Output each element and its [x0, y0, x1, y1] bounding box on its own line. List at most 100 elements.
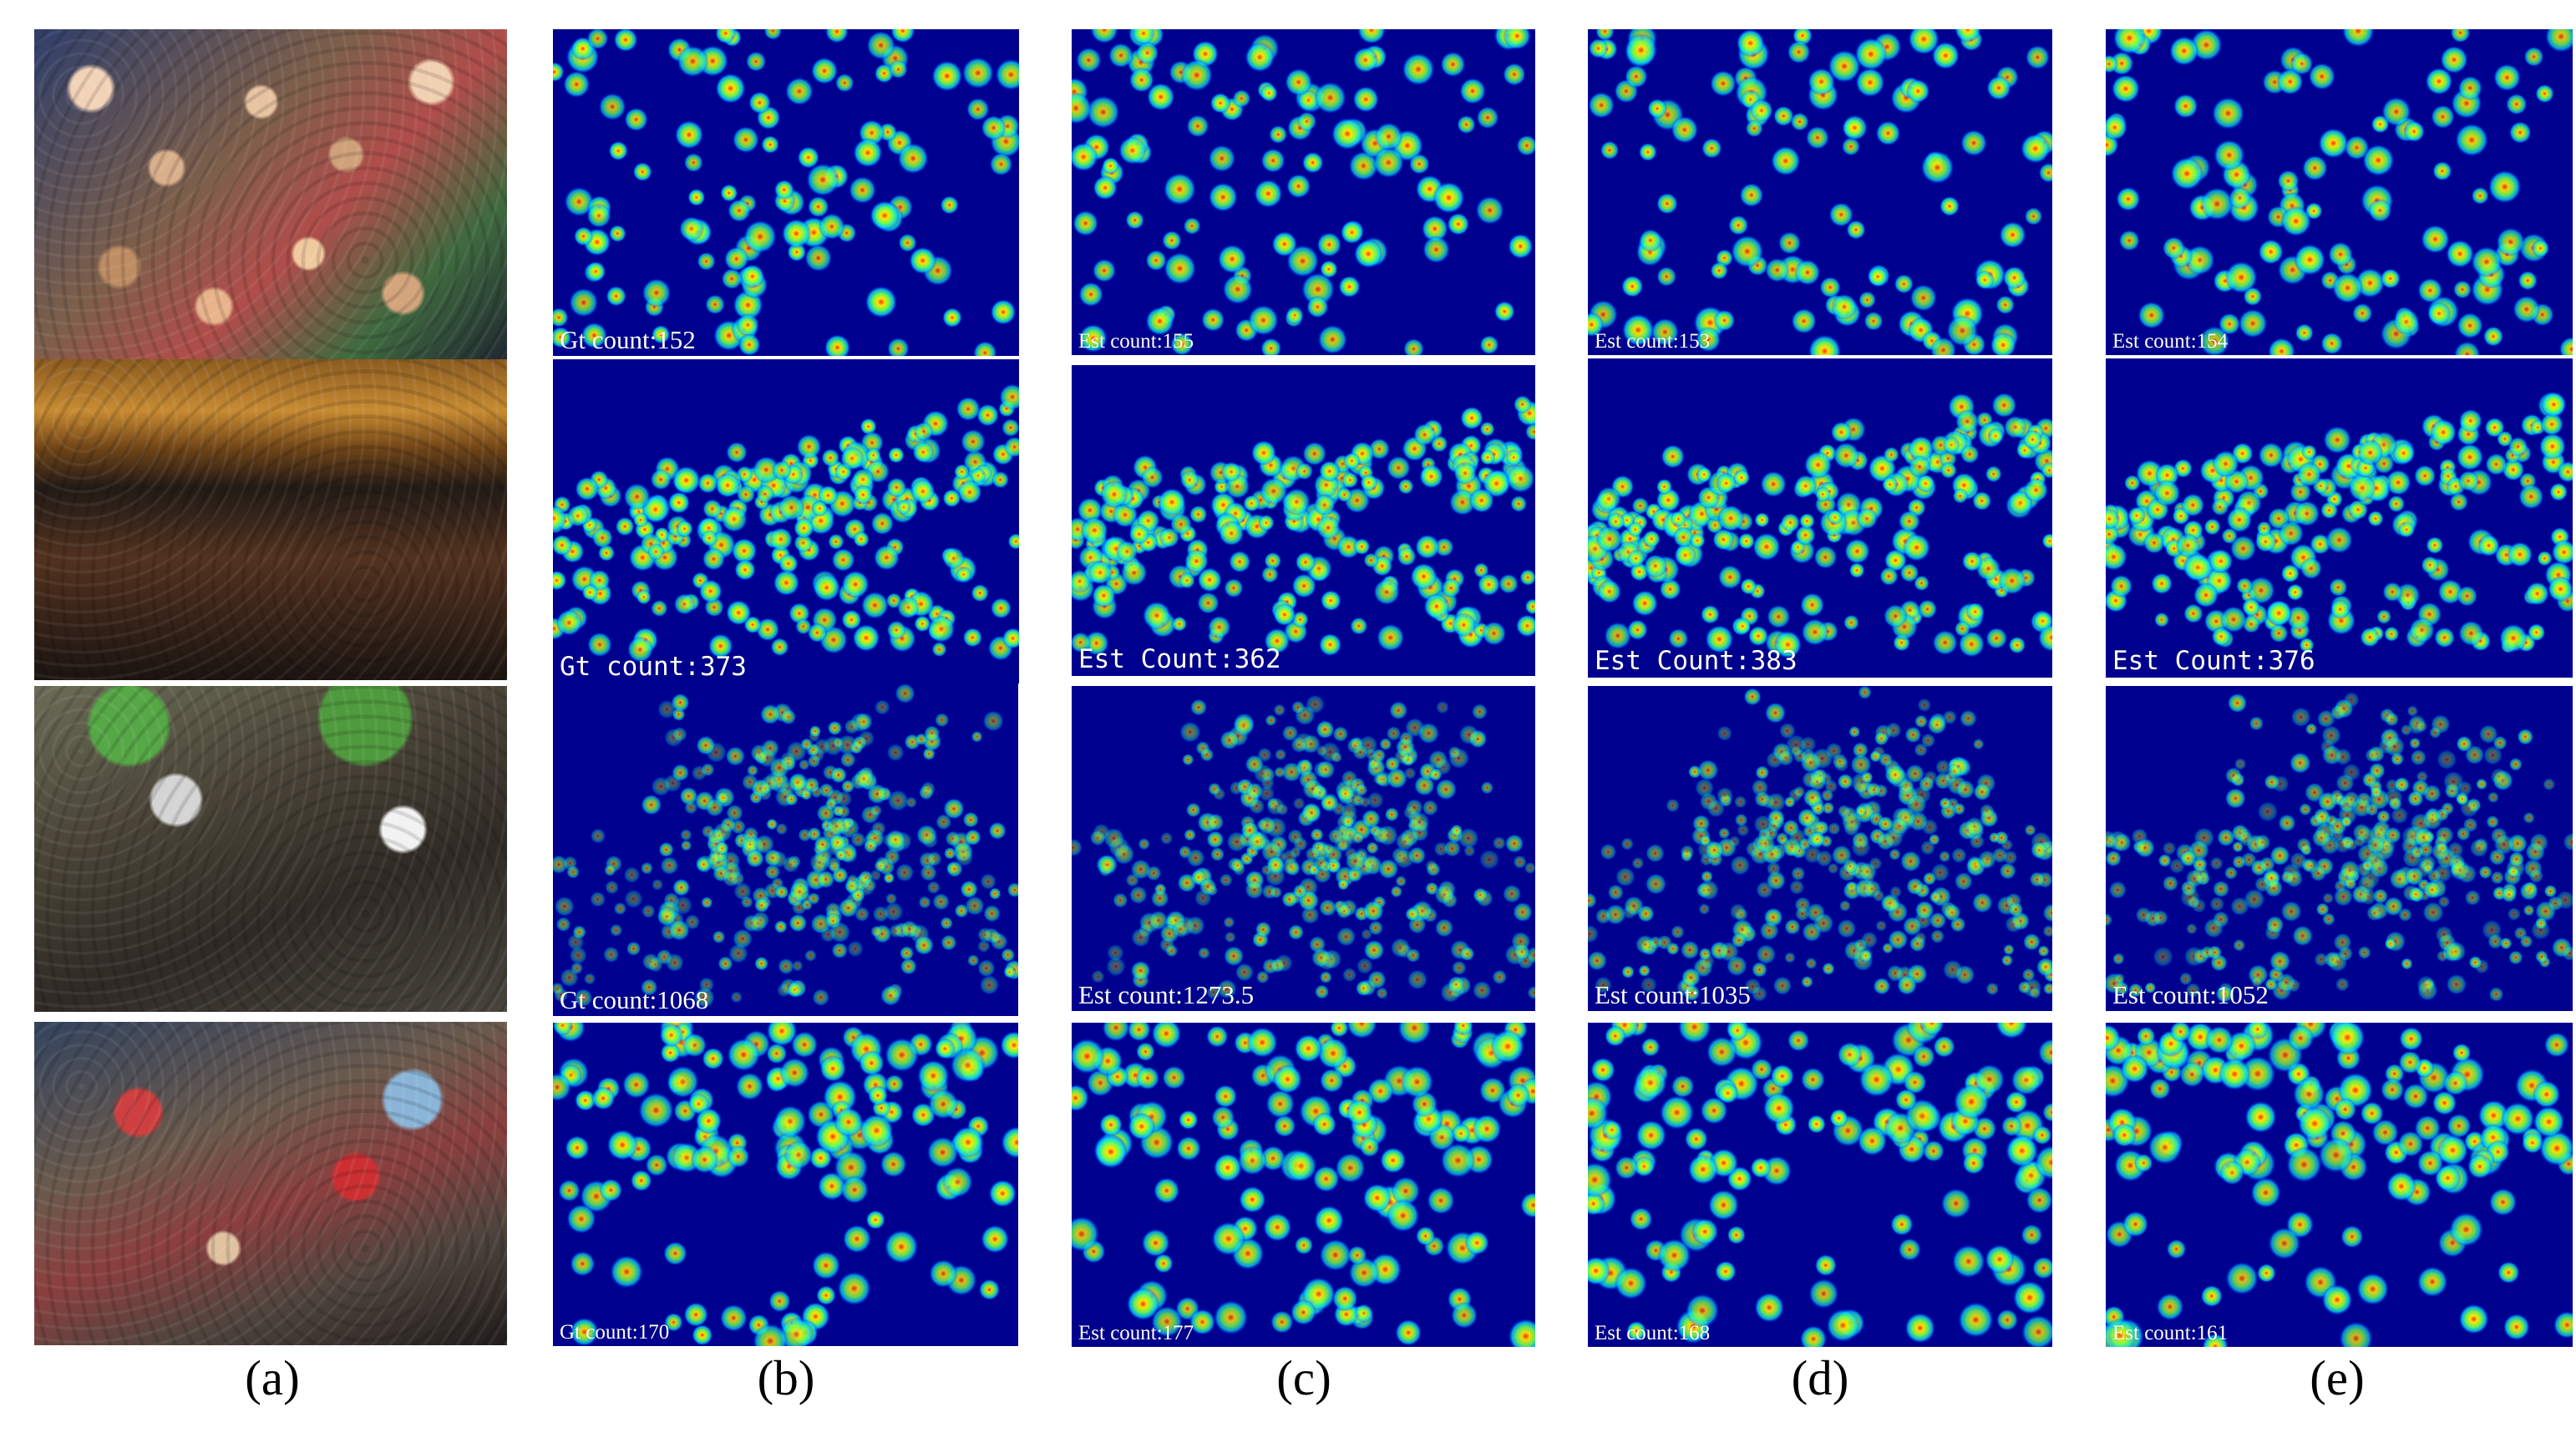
density-spot: [2458, 1303, 2489, 1335]
density-spot: [923, 725, 941, 742]
density-spot: [2531, 239, 2550, 257]
crowd-photo-texture: [34, 359, 507, 680]
density-spot: [2258, 239, 2284, 265]
density-spot: [1313, 855, 1330, 871]
density-spot: [841, 609, 862, 630]
density-spot: [2025, 44, 2051, 70]
density-spot: [1506, 1083, 1531, 1108]
density-spot: [1776, 831, 1789, 846]
density-spot: [1848, 725, 1861, 738]
density-spot: [1164, 944, 1179, 958]
density-spot: [1457, 114, 1476, 135]
density-spot: [1450, 1302, 1478, 1329]
density-spot: [918, 896, 931, 909]
density-spot: [608, 140, 628, 161]
density-spot: [1206, 813, 1225, 831]
density-spot: [1311, 948, 1331, 968]
density-spot: [2280, 206, 2312, 237]
density-spot: [1706, 799, 1726, 818]
count-label-row-1-col-c: Est count:155: [1078, 330, 1194, 353]
density-spot: [1261, 883, 1278, 900]
density-spot: [1631, 856, 1645, 870]
density-spot: [2280, 564, 2300, 583]
density-spot: [2431, 104, 2455, 130]
density-spot: [2517, 728, 2534, 745]
density-spot: [1661, 444, 1686, 469]
density-spot: [1273, 1115, 1296, 1138]
density-spot: [690, 1145, 719, 1174]
density-spot: [1197, 592, 1220, 615]
density-spot: [2264, 978, 2278, 991]
density-spot: [2219, 1160, 2245, 1186]
density-spot: [955, 848, 974, 867]
density-spot: [2513, 295, 2541, 323]
density-spot: [2254, 876, 2271, 893]
density-spot: [970, 467, 986, 484]
density-spot: [1947, 763, 1962, 779]
density-spot: [926, 1136, 959, 1169]
density-spot: [2134, 1153, 2153, 1173]
density-spot: [914, 421, 934, 442]
density-spot: [1175, 1136, 1202, 1161]
density-spot: [800, 738, 814, 751]
density-spot: [2341, 29, 2375, 48]
density-spot: [1929, 891, 1942, 904]
density-spot: [867, 1085, 889, 1106]
density-spot: [1808, 68, 1836, 96]
density-spot: [2211, 96, 2245, 130]
density-spot: [2243, 287, 2263, 307]
density-spot: [1207, 615, 1231, 639]
density-spot: [1367, 791, 1384, 810]
density-spot: [2185, 983, 2201, 998]
density-spot: [1597, 579, 1622, 604]
density-spot: [2008, 902, 2024, 917]
density-spot: [999, 384, 1019, 411]
density-spot: [1814, 1254, 1838, 1277]
density-spot: [1245, 42, 1275, 73]
density-spot: [2368, 198, 2392, 223]
density-spot: [701, 897, 713, 909]
density-spot: [2528, 832, 2549, 853]
density-spot: [2280, 901, 2302, 922]
density-spot: [1091, 583, 1116, 608]
density-spot: [2106, 834, 2117, 849]
density-spot: [1224, 931, 1236, 943]
density-spot: [1754, 512, 1770, 528]
density-spot: [1588, 1161, 1613, 1198]
density-spot: [1408, 811, 1430, 833]
density-spot: [2000, 954, 2013, 967]
density-spot: [2224, 866, 2239, 880]
density-spot: [1909, 284, 1938, 312]
density-spot: [1631, 590, 1658, 617]
density-spot: [1710, 262, 1728, 280]
density-spot: [886, 620, 906, 640]
density-spot: [2153, 946, 2174, 968]
density-spot: [1621, 965, 1635, 979]
density-spot: [1894, 274, 1914, 294]
density-spot: [905, 796, 917, 809]
density-map-row-2-col-b: Gt count:373: [553, 359, 1019, 683]
density-spot: [778, 494, 805, 521]
density-spot: [1856, 507, 1878, 530]
density-spot: [1417, 722, 1440, 744]
density-spot: [2218, 1057, 2251, 1091]
density-spot: [950, 1047, 986, 1084]
density-spot: [840, 1175, 870, 1204]
density-spot: [789, 881, 810, 903]
density-spot: [558, 1179, 581, 1202]
density-spot: [2036, 957, 2052, 977]
density-spot: [1316, 231, 1342, 257]
density-map-svg-row-2-col-b: [553, 384, 1019, 663]
density-spot: [927, 615, 956, 643]
density-spot: [1696, 759, 1719, 781]
density-spot: [1232, 89, 1251, 108]
density-spot: [726, 804, 743, 822]
density-spot: [2257, 800, 2279, 823]
density-spot: [2003, 415, 2027, 439]
density-spot: [1588, 1096, 1609, 1130]
density-spot: [1939, 851, 1951, 863]
density-spot: [2391, 806, 2409, 825]
density-spot: [1728, 835, 1741, 848]
density-spot: [2366, 836, 2386, 855]
density-spot: [1899, 562, 1919, 583]
